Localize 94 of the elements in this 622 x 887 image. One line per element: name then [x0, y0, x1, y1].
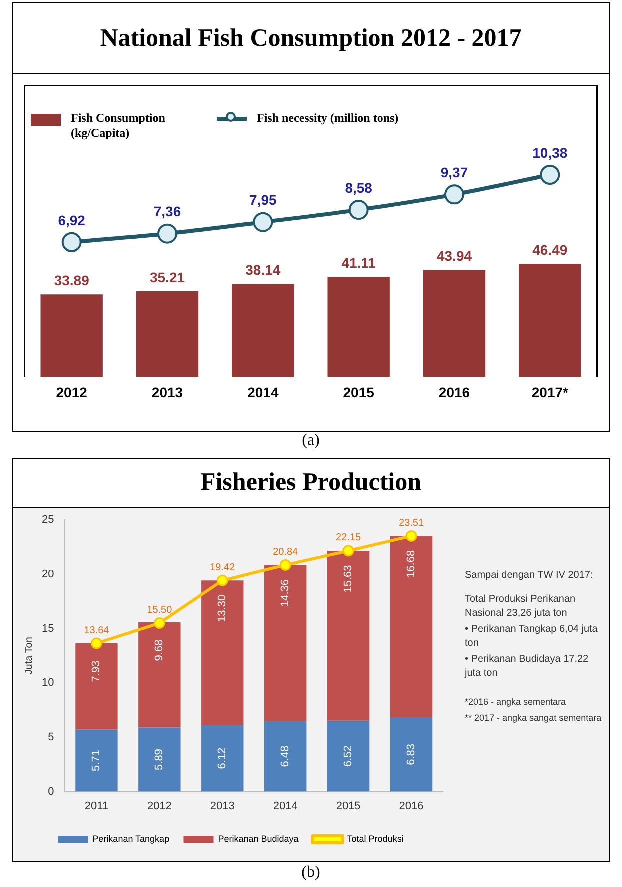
data-label: 14.36 — [280, 579, 292, 607]
data-label: 9,37 — [440, 164, 468, 181]
x-tick-label: 2013 — [210, 800, 235, 812]
data-label: 6.48 — [280, 746, 292, 768]
text: • Perikanan Budidaya 17,22 juta ton — [465, 653, 590, 681]
legend-label: Perikanan Budidaya — [218, 834, 299, 844]
y-tick-label: 25 — [42, 514, 54, 526]
x-tick-label: 2016 — [399, 800, 424, 812]
text: Total Produksi Perikanan Nasional 23,26 juta ton — [465, 593, 577, 621]
data-label: 43.94 — [436, 248, 472, 264]
text: (b) — [300, 864, 322, 882]
legend-label: Fish necessity (million tons) — [257, 111, 399, 126]
data-label: 8,58 — [345, 180, 373, 196]
point — [280, 559, 292, 571]
bar — [76, 730, 118, 792]
chart-title: National Fish Consumption 2012 - 2017 — [13, 3, 609, 74]
x-tick-label: 2015 — [336, 800, 361, 812]
point — [62, 232, 82, 252]
data-label: 13.30 — [216, 594, 229, 622]
data-label: 46.49 — [532, 242, 568, 258]
x-tick-label: 2012 — [56, 384, 88, 400]
data-label: 41.11 — [342, 254, 376, 271]
bar — [328, 277, 390, 378]
text: (a) — [301, 432, 321, 450]
bar — [390, 718, 433, 792]
data-label: 6,92 — [58, 212, 86, 228]
text: ** 2017 - angka sangat sementara — [465, 712, 603, 725]
legend-label: Fish Consumption (kg/Capita) — [71, 111, 166, 141]
bar — [327, 550, 370, 721]
data-label: 5.71 — [90, 750, 103, 772]
data-label: 23.51 — [399, 518, 424, 529]
data-label: 10,38 — [532, 144, 568, 161]
text: Sampai dengan TW IV 2017: — [465, 569, 594, 583]
data-label: 7,95 — [250, 192, 278, 208]
point — [444, 184, 464, 205]
chart-title: Fisheries Production — [13, 459, 609, 508]
x-tick-label: 2016 — [438, 384, 470, 400]
text: • Perikanan Tangkap 6,04 juta ton — [465, 623, 599, 651]
y-tick-label: 10 — [42, 677, 54, 690]
y-tick-label: 0 — [48, 786, 54, 798]
bar — [138, 622, 181, 728]
point — [158, 224, 178, 244]
x-tick-label: 2012 — [147, 800, 172, 812]
point — [342, 545, 354, 557]
data-label: 9.68 — [154, 640, 166, 662]
data-label: 33.89 — [54, 272, 90, 289]
data-label: 7.93 — [90, 660, 103, 682]
bar — [40, 294, 103, 378]
x-tick-label: 2013 — [152, 384, 184, 400]
point — [406, 530, 418, 542]
point — [216, 574, 228, 586]
bar — [264, 721, 307, 792]
bar — [202, 580, 244, 726]
bar — [423, 270, 486, 378]
data-label: 6.52 — [342, 746, 355, 768]
data-label: 7,36 — [154, 204, 182, 220]
data-label: 35.21 — [150, 269, 186, 286]
data-label: 6.83 — [406, 744, 418, 766]
bar — [232, 284, 294, 378]
point — [90, 638, 102, 650]
y-tick-label: 15 — [42, 622, 54, 635]
point — [154, 618, 166, 630]
bar — [136, 291, 199, 378]
data-label: 19.42 — [210, 562, 236, 574]
x-tick-label: 2011 — [84, 800, 109, 812]
data-label: 6.12 — [216, 748, 229, 770]
data-label: 38.14 — [246, 262, 281, 278]
bar — [138, 728, 181, 792]
data-label: 15.50 — [147, 605, 173, 616]
data-label: 15.63 — [342, 565, 355, 593]
bar — [390, 536, 433, 718]
x-tick-label: 2017* — [532, 384, 570, 400]
point — [253, 212, 274, 232]
point — [540, 165, 560, 185]
data-label: 16.68 — [406, 550, 418, 578]
legend-label: Perikanan Tangkap — [92, 834, 170, 844]
bar — [76, 644, 118, 730]
y-tick-label: 20 — [42, 568, 54, 580]
point — [348, 200, 369, 220]
bar — [519, 264, 582, 378]
x-tick-label: 2015 — [343, 384, 375, 400]
y-tick-label: 5 — [48, 731, 54, 744]
x-tick-label: 2014 — [248, 384, 279, 400]
bar — [202, 725, 244, 792]
data-label: 13.64 — [84, 625, 110, 636]
text: *2016 - angka sementara — [465, 696, 568, 709]
legend-label: Total Produksi — [347, 834, 404, 844]
y-axis-title: Juta Ton — [24, 637, 35, 675]
bar — [327, 720, 370, 792]
data-label: 22.15 — [336, 532, 362, 544]
x-tick-label: 2014 — [273, 800, 298, 812]
bar — [264, 565, 307, 722]
data-label: 20.84 — [273, 546, 299, 558]
data-label: 5.89 — [154, 749, 166, 770]
